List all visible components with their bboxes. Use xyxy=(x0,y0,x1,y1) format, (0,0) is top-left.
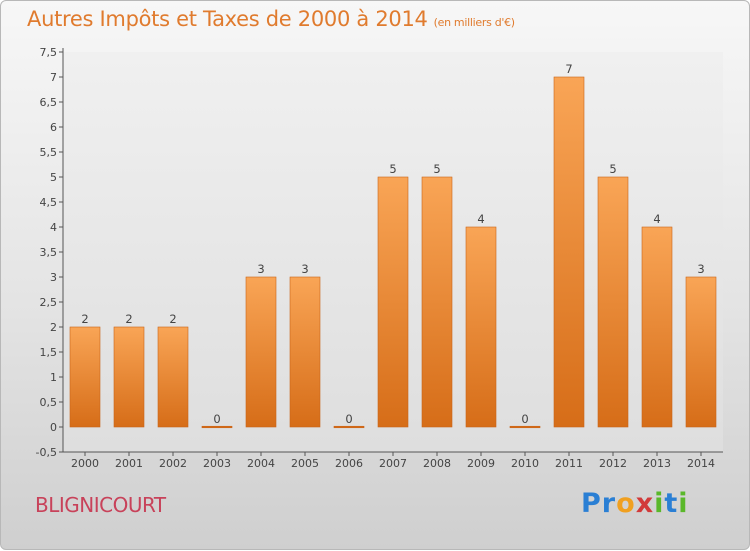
x-tick-label: 2004 xyxy=(247,457,275,470)
x-tick-label: 2013 xyxy=(643,457,671,470)
bar xyxy=(201,425,233,429)
bar xyxy=(465,226,497,428)
logo-letter: i xyxy=(678,488,689,519)
logo-letter: t xyxy=(664,488,679,519)
data-label: 0 xyxy=(521,412,528,426)
bar xyxy=(597,176,629,428)
y-tick-label: 7 xyxy=(50,71,57,84)
x-tick-label: 2003 xyxy=(203,457,231,470)
bar xyxy=(333,425,365,429)
y-tick-label: 0 xyxy=(50,421,57,434)
city-name: BLIGNICOURT xyxy=(35,493,166,517)
data-label: 0 xyxy=(213,412,220,426)
chart-title: Autres Impôts et Taxes de 2000 à 2014 (en… xyxy=(27,7,515,31)
bar xyxy=(553,76,585,428)
x-tick-label: 2001 xyxy=(115,457,143,470)
data-label: 5 xyxy=(433,162,440,176)
logo-letter: o xyxy=(616,488,636,519)
logo-letter: P xyxy=(581,488,602,519)
x-tick-label: 2002 xyxy=(159,457,187,470)
data-label: 2 xyxy=(169,312,176,326)
data-label: 3 xyxy=(697,262,704,276)
proxiti-logo: Proxiti xyxy=(581,488,689,519)
y-tick-label: 3 xyxy=(50,271,57,284)
x-tick-label: 2014 xyxy=(687,457,715,470)
data-label: 4 xyxy=(653,212,660,226)
chart-unit: (en milliers d'€) xyxy=(433,16,515,29)
x-tick-label: 2000 xyxy=(71,457,99,470)
y-tick-label: 2 xyxy=(50,321,57,334)
y-tick-label: 3,5 xyxy=(40,246,58,259)
y-tick-label: -0,5 xyxy=(36,446,57,459)
bar xyxy=(685,276,717,428)
data-label: 4 xyxy=(477,212,484,226)
y-tick-label: 2,5 xyxy=(40,296,58,309)
y-tick-label: 1 xyxy=(50,371,57,384)
y-tick-label: 5 xyxy=(50,171,57,184)
y-tick-label: 4,5 xyxy=(40,196,58,209)
bar xyxy=(113,326,145,428)
y-tick-label: 1,5 xyxy=(40,346,58,359)
data-label: 3 xyxy=(301,262,308,276)
x-tick-label: 2010 xyxy=(511,457,539,470)
y-tick-label: 0,5 xyxy=(40,396,58,409)
bar xyxy=(69,326,101,428)
data-label: 7 xyxy=(565,62,572,76)
chart-bars xyxy=(69,76,717,429)
logo-letter: r xyxy=(601,488,617,519)
x-tick-label: 2009 xyxy=(467,457,495,470)
y-tick-label: 7,5 xyxy=(40,46,58,59)
x-tick-label: 2012 xyxy=(599,457,627,470)
data-label: 2 xyxy=(81,312,88,326)
data-label: 2 xyxy=(125,312,132,326)
bar xyxy=(377,176,409,428)
bar xyxy=(289,276,321,428)
y-tick-label: 5,5 xyxy=(40,146,58,159)
y-tick-label: 6 xyxy=(50,121,57,134)
bar xyxy=(157,326,189,428)
x-tick-label: 2006 xyxy=(335,457,363,470)
data-label: 3 xyxy=(257,262,264,276)
x-tick-label: 2011 xyxy=(555,457,583,470)
data-label: 5 xyxy=(609,162,616,176)
data-label: 0 xyxy=(345,412,352,426)
logo-letter: x xyxy=(635,488,655,519)
bar xyxy=(245,276,277,428)
y-tick-label: 6,5 xyxy=(40,96,58,109)
bar xyxy=(509,425,541,429)
x-tick-label: 2008 xyxy=(423,457,451,470)
bar xyxy=(641,226,673,428)
x-tick-label: 2005 xyxy=(291,457,319,470)
y-tick-label: 4 xyxy=(50,221,57,234)
bar xyxy=(421,176,453,428)
chart-data-labels: 2 2 2 0 3 3 0 5 5 4 0 7 5 4 3 xyxy=(81,62,704,426)
x-tick-label: 2007 xyxy=(379,457,407,470)
logo-letter: i xyxy=(654,488,665,519)
data-label: 5 xyxy=(389,162,396,176)
chart-title-text: Autres Impôts et Taxes de 2000 à 2014 xyxy=(27,7,428,31)
